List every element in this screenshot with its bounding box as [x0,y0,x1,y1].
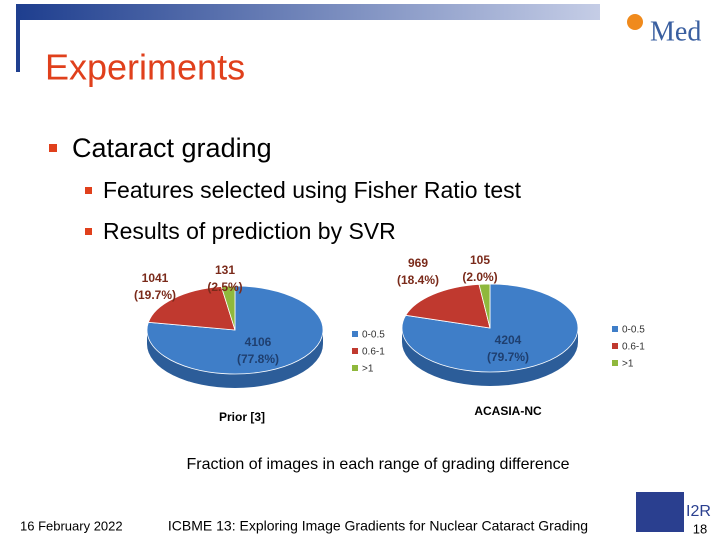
bullet-icon [49,144,57,152]
astar-logo [636,492,684,532]
header-rule [16,4,20,72]
data-label: 4106 [245,335,272,349]
percent-label: (18.4%) [397,273,439,287]
bullet-icon [85,228,92,235]
logo: Med [650,16,701,47]
page-number: 18 [693,521,707,536]
legend-swatch [612,360,618,366]
legend-swatch [352,348,358,354]
pie-slice [220,285,236,331]
data-label: 4204 [495,333,522,347]
data-label: 131 [215,263,235,277]
caption: Fraction of images in each range of grad… [186,456,569,473]
data-label: 1041 [142,271,169,285]
chart-title: ACASIA-NC [474,404,542,418]
legend-swatch [612,326,618,332]
chart-title: Prior [3] [219,410,265,424]
logo-dot [627,14,643,30]
legend-label: 0-0.5 [362,330,385,341]
sub-bullet: Features selected using Fisher Ratio tes… [103,177,522,203]
sub-bullet: Results of prediction by SVR [103,218,396,244]
percent-label: (77.8%) [237,352,279,366]
percent-label: (79.7%) [487,350,529,364]
legend-swatch [612,343,618,349]
pie-slice [478,283,491,329]
percent-label: (2.0%) [462,270,497,284]
percent-label: (2.5%) [207,280,242,294]
legend-swatch [352,365,358,371]
legend-label: 0-0.5 [622,325,645,336]
legend-label: >1 [622,359,634,370]
pie-slice [147,286,236,331]
footer-logo: I2R [686,503,711,520]
legend-label: 0.6-1 [622,342,645,353]
header-bar [20,4,600,20]
footer-center: ICBME 13: Exploring Image Gradients for … [168,518,588,534]
bullet-icon [85,187,92,194]
pie-slice [405,283,491,329]
footer-date: 16 February 2022 [20,518,123,533]
legend-label: 0.6-1 [362,347,385,358]
bullet: Cataract grading [72,133,272,163]
title: Experiments [45,47,245,88]
legend-swatch [352,331,358,337]
percent-label: (19.7%) [134,288,176,302]
data-label: 969 [408,256,428,270]
legend-label: >1 [362,364,374,375]
data-label: 105 [470,253,490,267]
